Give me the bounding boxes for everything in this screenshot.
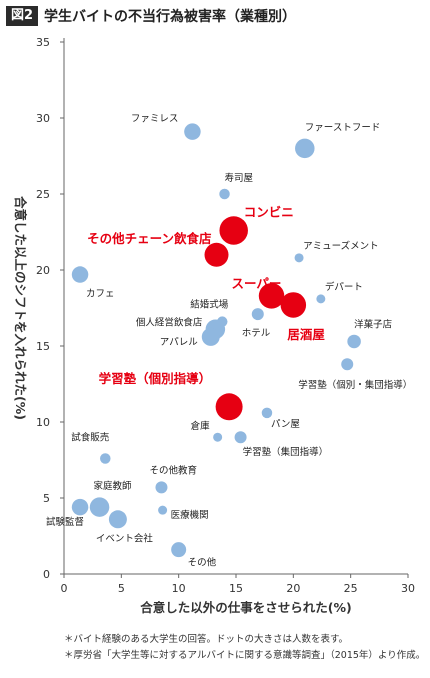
footnote: ＊厚労省「大学生等に対するアルバイトに関する意識等調査」（2015年）より作成。 xyxy=(64,650,426,661)
data-bubble xyxy=(108,510,127,529)
bubble-label: 居酒屋 xyxy=(287,327,325,342)
bubble-label: ファーストフード xyxy=(305,122,381,133)
bubble-label: アミューズメント xyxy=(303,240,379,252)
figure-title: 学生バイトの不当行為被害率（業種別） xyxy=(44,9,297,25)
bubble-label: 医療機関 xyxy=(171,509,209,521)
bubble-label: その他チェーン飲食店 xyxy=(87,231,212,246)
x-tick-label: 25 xyxy=(344,582,358,595)
bubble-label: 学習塾（個別・集団指導） xyxy=(298,379,412,391)
bubble-label: パン屋 xyxy=(271,419,300,430)
data-bubble xyxy=(258,283,285,309)
data-bubble xyxy=(219,188,230,200)
x-axis-title: 合意した以外の仕事をさせられた(%) xyxy=(140,600,351,615)
bubble-label: 結婚式場 xyxy=(190,299,229,311)
data-bubble xyxy=(280,292,307,318)
x-tick-label: 10 xyxy=(172,582,186,595)
data-bubble xyxy=(251,308,264,321)
y-tick-label: 0 xyxy=(43,568,50,581)
bubble-label: アパレル xyxy=(160,337,199,348)
data-bubble xyxy=(100,453,111,464)
data-bubble xyxy=(155,481,168,494)
data-bubble xyxy=(294,253,304,263)
data-bubble xyxy=(234,431,247,444)
bubble-label: 寿司屋 xyxy=(225,172,254,184)
figure-header: 図2 学生バイトの不当行為被害率（業種別） xyxy=(6,5,296,27)
data-bubble xyxy=(219,216,248,245)
bubble-label: デパート xyxy=(325,281,363,293)
bubble-label: 洋菓子店 xyxy=(354,318,392,330)
bubble-label: ファミレス xyxy=(131,114,179,125)
footnotes: ＊バイト経験のある大学生の回答。ドットの大きさは人数を表す。 ＊厚労省「大学生等… xyxy=(64,632,425,664)
bubble-label: イベント会社 xyxy=(96,532,154,544)
y-tick-label: 30 xyxy=(36,112,50,125)
bubble-label: 学習塾（個別指導） xyxy=(99,371,212,386)
y-tick-label: 25 xyxy=(36,188,50,201)
y-tick-label: 35 xyxy=(36,36,50,49)
data-bubble xyxy=(261,407,273,419)
y-tick-label: 20 xyxy=(36,264,50,277)
data-bubble xyxy=(71,498,89,516)
data-bubble xyxy=(295,138,315,159)
data-bubble xyxy=(316,294,326,304)
y-tick-label: 10 xyxy=(36,416,50,429)
x-tick-label: 5 xyxy=(118,582,125,595)
data-bubble xyxy=(341,358,354,371)
data-bubble xyxy=(184,123,201,140)
data-bubble xyxy=(171,542,187,558)
data-bubble xyxy=(71,266,89,283)
bubble-label: 倉庫 xyxy=(191,420,211,432)
figure-tag: 図2 xyxy=(6,6,39,26)
x-tick-label: 0 xyxy=(61,582,68,595)
footnote: ＊バイト経験のある大学生の回答。ドットの大きさは人数を表す。 xyxy=(64,634,349,645)
x-tick-label: 20 xyxy=(286,582,300,595)
bubble-label: 個人経営飲食店 xyxy=(136,316,203,328)
bubble-label: ホテル xyxy=(242,328,271,339)
y-tick-label: 15 xyxy=(36,340,50,353)
bubble-label: その他教育 xyxy=(149,464,197,476)
bubble-label: 試食販売 xyxy=(71,431,109,443)
y-axis-title: 合意した以上のシフトを入れられた(%) xyxy=(13,196,28,420)
bubble-label: コンビニ xyxy=(244,204,294,219)
data-bubble xyxy=(158,505,168,515)
x-tick-label: 30 xyxy=(401,582,415,595)
data-bubble xyxy=(215,393,243,421)
y-tick-label: 5 xyxy=(43,492,50,505)
data-bubble xyxy=(89,497,110,517)
bubble-label: 学習塾（集団指導） xyxy=(243,446,329,458)
data-bubble xyxy=(213,432,223,442)
data-bubble xyxy=(204,242,229,267)
bubble-label: スーパー xyxy=(232,276,282,291)
bubble-label: 家庭教師 xyxy=(94,480,133,492)
data-bubble xyxy=(201,327,220,346)
bubble-label: その他 xyxy=(188,557,217,569)
bubble-label: カフェ xyxy=(86,289,115,300)
bubble-label: 試験監督 xyxy=(46,516,84,528)
x-tick-label: 15 xyxy=(229,582,243,595)
data-bubble xyxy=(347,334,361,349)
